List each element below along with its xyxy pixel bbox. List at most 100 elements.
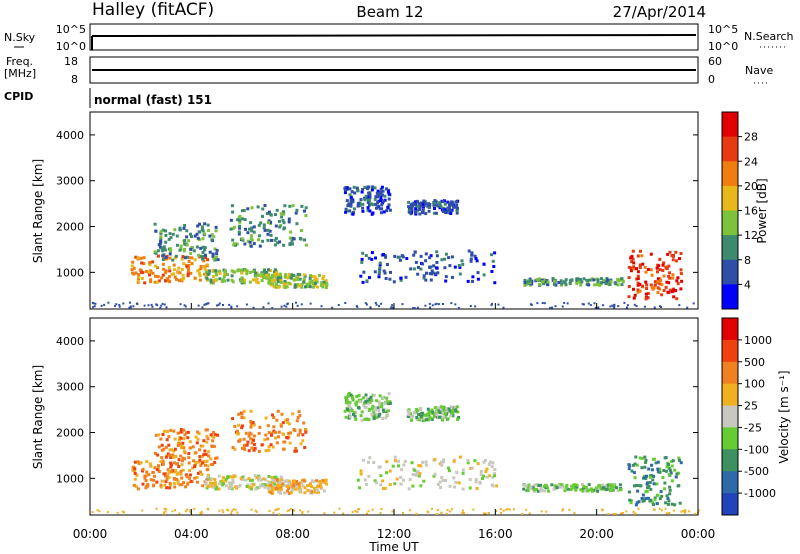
power-cell xyxy=(636,274,640,278)
velocity-cell xyxy=(366,417,370,421)
velocity-cell xyxy=(423,418,426,422)
velocity-cell xyxy=(136,460,140,464)
power-cell xyxy=(361,251,365,255)
velocity-cell xyxy=(217,487,221,491)
velocity-cell xyxy=(664,501,668,505)
velocity-cell xyxy=(259,484,263,487)
velocity-cell xyxy=(231,417,235,421)
power-ground-scatter xyxy=(491,302,493,305)
power-cell xyxy=(528,279,532,283)
velocity-cell xyxy=(359,469,363,473)
power-ground-scatter xyxy=(502,306,505,309)
velocity-cell xyxy=(360,418,364,422)
velocity-cell xyxy=(436,483,440,486)
power-cell xyxy=(274,224,278,228)
power-ground-scatter xyxy=(435,302,438,305)
velocity-ground-scatter xyxy=(561,509,564,512)
power-cell xyxy=(444,275,448,279)
power-ground-scatter xyxy=(369,306,372,309)
velocity-ground-scatter xyxy=(227,509,230,512)
velocity-cell xyxy=(292,479,296,483)
velocity-ground-scatter xyxy=(500,511,502,514)
velocity-colorbar-segment xyxy=(722,383,738,407)
velocity-cell xyxy=(173,437,177,441)
velocity-cell xyxy=(286,418,289,422)
velocity-cell xyxy=(253,446,257,450)
power-cell xyxy=(186,272,190,276)
power-cell xyxy=(382,269,386,273)
power-ground-scatter xyxy=(626,306,628,309)
power-cell xyxy=(173,256,177,260)
velocity-cell xyxy=(296,416,300,419)
velocity-ground-scatter xyxy=(178,512,181,515)
power-cell xyxy=(425,271,428,275)
station-title: Halley (fitACF) xyxy=(92,0,214,20)
power-cell xyxy=(559,279,563,283)
nave-tick-top: 60 xyxy=(708,55,722,68)
velocity-cell xyxy=(293,449,297,453)
power-cell xyxy=(201,245,205,249)
velocity-ground-scatter xyxy=(254,509,257,512)
power-cell xyxy=(448,204,451,208)
velocity-cell xyxy=(455,405,459,409)
power-cell xyxy=(374,202,378,206)
power-ground-scatter xyxy=(228,303,231,306)
velocity-cell xyxy=(387,392,391,396)
velocity-cell xyxy=(133,460,137,464)
power-ground-scatter xyxy=(529,303,532,306)
velocity-cell xyxy=(176,444,180,447)
power-ground-scatter xyxy=(633,303,636,306)
velocity-cell xyxy=(377,408,381,412)
velocity-cell xyxy=(210,482,214,486)
power-cell xyxy=(467,249,471,253)
velocity-ground-scatter xyxy=(697,509,700,512)
velocity-cell xyxy=(402,463,406,467)
nsky-trace xyxy=(91,34,697,37)
velocity-cell xyxy=(433,406,437,410)
power-cell xyxy=(599,277,603,281)
velocity-ground-scatter xyxy=(664,507,667,510)
velocity-cell xyxy=(246,440,250,444)
velocity-cell xyxy=(237,412,241,416)
power-cell xyxy=(455,206,459,210)
power-cell xyxy=(202,259,206,263)
velocity-ground-scatter xyxy=(356,511,359,513)
velocity-cell xyxy=(287,486,291,490)
power-cell xyxy=(178,226,182,230)
velocity-cell xyxy=(381,479,385,483)
power-cell xyxy=(359,198,363,202)
velocity-cell xyxy=(159,460,163,464)
power-cell xyxy=(231,210,235,214)
time-tick-label: 00:00 xyxy=(681,527,716,541)
power-ground-scatter xyxy=(296,304,299,307)
power-cell xyxy=(268,229,272,233)
power-ground-scatter xyxy=(252,306,255,309)
velocity-cell xyxy=(207,450,211,454)
power-cell xyxy=(365,279,369,283)
velocity-cell xyxy=(191,445,195,449)
velocity-cell xyxy=(663,481,667,485)
velocity-cell xyxy=(231,478,235,482)
power-ground-scatter xyxy=(107,301,110,304)
velocity-ground-scatter xyxy=(351,511,354,514)
power-cell xyxy=(195,232,199,236)
power-cell xyxy=(621,279,625,283)
power-cell xyxy=(381,199,385,203)
velocity-cell xyxy=(352,413,355,416)
velocity-cell xyxy=(211,445,215,448)
velocity-cell xyxy=(385,396,389,400)
power-cell xyxy=(575,281,579,285)
velocity-cell xyxy=(618,488,622,492)
velocity-cell xyxy=(271,413,274,417)
velocity-cell xyxy=(531,485,535,489)
power-cell xyxy=(416,272,420,276)
velocity-colorbar-tick-label: -1000 xyxy=(744,487,776,500)
power-cell xyxy=(321,285,325,289)
velocity-ground-scatter xyxy=(277,507,280,510)
velocity-cell xyxy=(281,421,285,425)
power-cell xyxy=(280,215,284,219)
freq-tick-top: 18 xyxy=(64,55,78,68)
velocity-cell xyxy=(169,465,173,469)
velocity-cell xyxy=(433,414,436,418)
power-cell xyxy=(238,220,242,224)
